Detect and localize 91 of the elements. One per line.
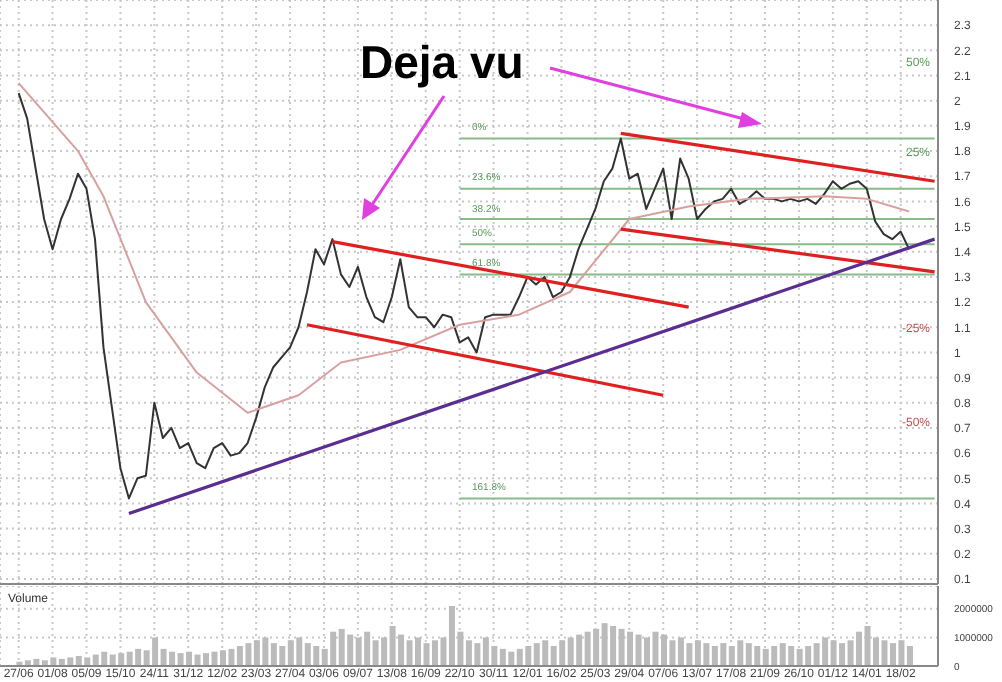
bar [889, 643, 896, 666]
bar [644, 637, 651, 666]
bar [677, 637, 684, 666]
bar [508, 651, 515, 666]
bar [762, 648, 769, 666]
annotation: Deja vu [360, 36, 524, 90]
bar [660, 634, 667, 666]
bar [847, 640, 854, 666]
bar [856, 631, 863, 666]
bar [593, 628, 600, 666]
bar [525, 646, 532, 666]
bar [245, 643, 252, 666]
bar [423, 643, 430, 666]
bar [779, 643, 786, 666]
bar [864, 626, 871, 666]
bar [415, 637, 422, 666]
bar [754, 646, 761, 666]
bar [228, 648, 235, 666]
bar [618, 628, 625, 666]
bar [118, 653, 125, 666]
bar [881, 640, 888, 666]
bar [177, 653, 184, 666]
bar [364, 631, 371, 666]
bar [550, 646, 557, 666]
bar [287, 640, 294, 666]
bar [805, 646, 812, 666]
bar [796, 648, 803, 666]
bar [898, 640, 905, 666]
bar [169, 651, 176, 666]
bar [669, 640, 676, 666]
bar [389, 626, 396, 666]
bar [737, 640, 744, 666]
bar [75, 656, 82, 666]
bar [219, 650, 226, 666]
bar [50, 657, 57, 666]
bar [788, 646, 795, 666]
bar [822, 637, 829, 666]
bar [728, 646, 735, 666]
bar [703, 643, 710, 666]
bar [253, 640, 260, 666]
bar [448, 606, 455, 666]
bar [84, 657, 91, 666]
bar [694, 640, 701, 666]
bar [465, 640, 472, 666]
bar [152, 637, 159, 666]
bar [516, 648, 523, 666]
bar [686, 643, 693, 666]
bar [338, 628, 345, 666]
bar [474, 643, 481, 666]
bar [559, 640, 566, 666]
bar [101, 651, 108, 666]
bar [304, 643, 311, 666]
bar [627, 631, 634, 666]
bar [262, 637, 269, 666]
bar [499, 648, 506, 666]
bar [830, 640, 837, 666]
bar [355, 637, 362, 666]
bar [347, 634, 354, 666]
bar [186, 651, 193, 666]
bar [67, 657, 74, 666]
bar [406, 640, 413, 666]
bar [135, 648, 142, 666]
bar [745, 643, 752, 666]
bar [431, 640, 438, 666]
bar [635, 634, 642, 666]
bar [610, 626, 617, 666]
bar [372, 640, 379, 666]
bar [398, 634, 405, 666]
bar [567, 637, 574, 666]
bar [203, 653, 209, 666]
bar [584, 631, 591, 666]
bar [330, 631, 337, 666]
bar [771, 646, 778, 666]
bar [576, 634, 583, 666]
bar [270, 643, 277, 666]
bar [652, 631, 659, 666]
bar [601, 623, 608, 666]
bar [482, 637, 489, 666]
bar [542, 640, 549, 666]
bar [236, 646, 243, 666]
bar [279, 646, 286, 666]
bar [533, 643, 540, 666]
bar [906, 646, 913, 666]
bar [313, 646, 320, 666]
bar [211, 651, 218, 666]
bar [720, 643, 727, 666]
bar [839, 643, 846, 666]
bar [126, 651, 133, 666]
bar [296, 637, 303, 666]
bar [711, 646, 718, 666]
bar [813, 643, 820, 666]
